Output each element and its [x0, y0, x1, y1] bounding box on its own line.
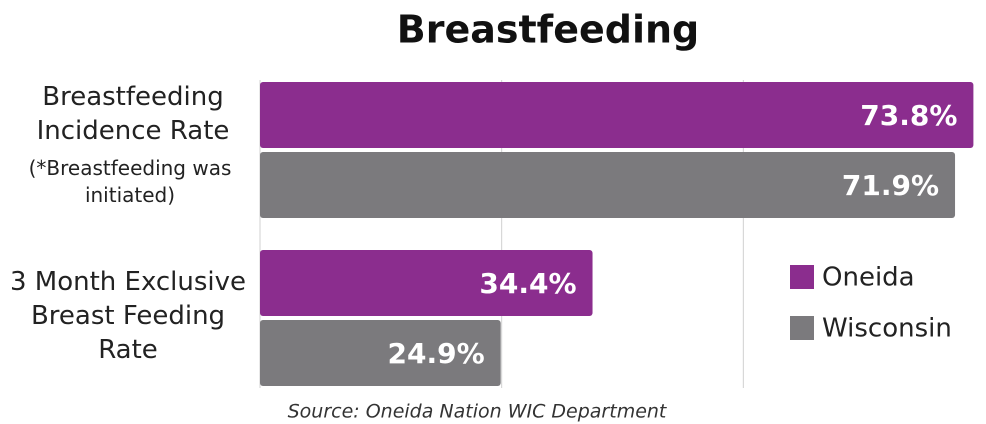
legend-swatch	[790, 265, 814, 289]
bar	[260, 152, 956, 218]
category-label: Breastfeeding Incidence Rate	[36, 82, 230, 146]
category-label: 3 Month Exclusive Breast Feeding Rate	[9, 267, 247, 365]
bar	[260, 320, 501, 386]
value-label: 73.8%	[860, 99, 957, 132]
source: Source: Oneida Nation WIC Department	[288, 401, 668, 423]
annotation: (*Breastfeeding was initiated)	[28, 156, 232, 207]
bar	[260, 82, 974, 148]
value-label: 71.9%	[842, 169, 939, 202]
value-label: 34.4%	[479, 267, 576, 300]
bar	[260, 250, 593, 316]
legend-label: Wisconsin	[822, 314, 952, 344]
chart-title: Breastfeeding	[397, 8, 699, 52]
legend-swatch	[790, 316, 814, 340]
legend-label: Oneida	[822, 263, 915, 293]
value-label: 24.9%	[388, 337, 485, 370]
